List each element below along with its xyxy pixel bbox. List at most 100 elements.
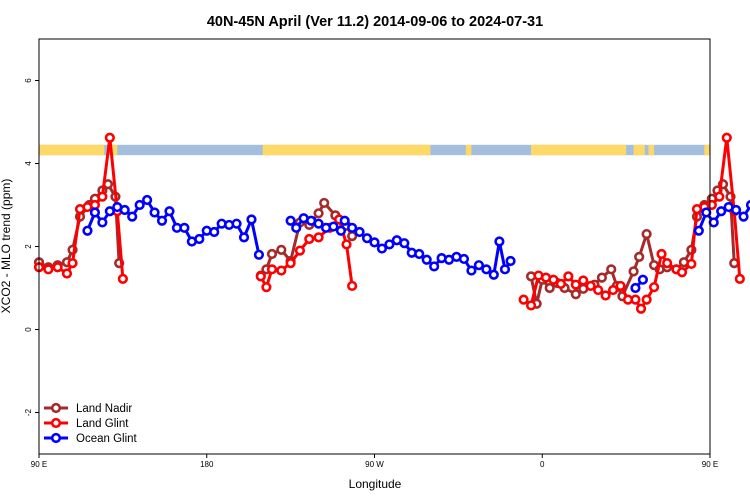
land-glint-point <box>266 264 278 275</box>
land-glint-point <box>714 191 725 202</box>
ocean-glint-point <box>179 222 190 233</box>
land-glint-point <box>656 248 667 260</box>
land-glint-point <box>615 280 626 292</box>
ocean-glint-point <box>246 214 257 225</box>
series-layer <box>33 132 750 314</box>
ocean-glint-point <box>738 211 749 222</box>
ocean-glint-point <box>82 225 93 236</box>
ocean-glint-point <box>291 222 302 233</box>
land-glint-point <box>518 294 529 305</box>
ocean-glint-point <box>429 261 440 272</box>
land-nadir-point <box>266 248 278 260</box>
land-nadir-point <box>641 228 652 240</box>
land-strip-segment <box>39 144 105 156</box>
ocean-glint-point <box>466 265 477 276</box>
legend-label: Land Nadir <box>76 403 132 415</box>
land-glint-point <box>635 303 647 314</box>
ocean-glint-point <box>134 199 145 211</box>
y-axis-label: XCO2 - MLO trend (ppm) <box>0 179 13 314</box>
land-nadir-point <box>319 197 330 209</box>
legend-item-land-nadir: Land Nadir <box>44 402 132 415</box>
land-nadir-point <box>606 264 617 275</box>
land-glint-point <box>313 232 324 243</box>
series-ocean-glint <box>82 194 750 294</box>
land-glint-point <box>525 300 537 311</box>
ocean-glint-point <box>164 206 175 217</box>
ocean-glint-point <box>253 249 265 260</box>
legend-label: Land Glint <box>76 418 129 430</box>
land-glint-point <box>294 245 306 256</box>
land-glint-point <box>593 284 604 296</box>
land-glint-point <box>662 258 673 269</box>
land-nadir-point <box>276 244 287 255</box>
land-strip-segment <box>465 144 472 156</box>
land-nadir-point <box>570 289 581 300</box>
land-glint-point <box>555 278 566 289</box>
land-glint-point <box>261 282 272 293</box>
ocean-glint-point <box>89 207 101 218</box>
land-glint-point <box>255 271 266 282</box>
ocean-glint-point <box>701 207 712 218</box>
ocean-glint-point <box>473 260 484 271</box>
land-strip-segment <box>531 144 627 156</box>
ocean-glint-point <box>716 206 727 217</box>
y-tick-label: 4 <box>24 161 33 166</box>
ocean-glint-point <box>149 207 160 218</box>
ocean-glint-point <box>376 243 388 254</box>
land-glint-point <box>600 290 611 301</box>
ocean-glint-point <box>399 238 410 249</box>
ocean-glint-point <box>708 217 719 228</box>
land-glint-point <box>43 264 54 275</box>
ocean-glint-point <box>285 215 296 226</box>
x-axis-label: Longitude <box>349 477 402 491</box>
ocean-glint-point <box>119 204 130 216</box>
chart-title: 40N-45N April (Ver 11.2) 2014-09-06 to 2… <box>207 14 543 30</box>
land-nadir-point <box>634 251 645 262</box>
ocean-glint-point <box>481 264 492 275</box>
legend-swatch-point <box>50 417 62 429</box>
ocean-glint-point <box>142 194 153 206</box>
ocean-glint-point <box>361 233 373 244</box>
y-tick-label: -2 <box>24 408 33 416</box>
ocean-glint-point <box>238 232 250 243</box>
ocean-glint-point <box>693 225 704 236</box>
land-strip-segment <box>704 144 710 156</box>
land-glint-point <box>607 284 619 296</box>
ocean-glint-point <box>488 269 499 280</box>
land-strip-segment <box>109 144 118 156</box>
y-tick-label: 2 <box>24 244 33 249</box>
x-axis: 90 E 180 90 W 0 90 E <box>31 454 718 469</box>
legend: Land Nadir Land Glint Ocean Glint <box>44 402 138 445</box>
ocean-glint-point <box>347 222 358 233</box>
ocean-glint-point <box>313 218 324 229</box>
ocean-glint-point <box>421 254 432 265</box>
ocean-glint-point <box>505 255 516 267</box>
land-glint-point <box>347 280 358 292</box>
land-glint-point <box>686 258 697 270</box>
y-tick-label: 6 <box>24 78 33 83</box>
land-glint-point <box>548 274 559 285</box>
ocean-glint-point <box>354 226 365 238</box>
ocean-glint-point <box>127 211 138 222</box>
ocean-glint-point <box>499 264 511 275</box>
ocean-glint-point <box>630 282 641 294</box>
x-tick-label: 0 <box>540 460 545 469</box>
ocean-glint-point <box>156 215 168 226</box>
land-glint-point <box>104 132 115 143</box>
legend-item-land-glint: Land Glint <box>44 417 129 430</box>
ocean-glint-point <box>335 225 347 236</box>
ocean-glint-point <box>414 248 425 260</box>
ocean-glint-point <box>339 215 350 226</box>
y-tick-label: 0 <box>24 327 33 332</box>
land-glint-point <box>734 273 745 284</box>
land-strip-segment <box>648 144 655 156</box>
ocean-glint-point <box>97 217 108 228</box>
ocean-glint-point <box>384 239 395 250</box>
land-glint-point <box>117 273 128 284</box>
land-glint-point <box>276 265 287 276</box>
legend-swatch-point <box>50 432 62 444</box>
ocean-glint-point <box>745 200 750 210</box>
x-tick-label: 90 W <box>365 460 384 469</box>
x-tick-label: 180 <box>200 460 214 469</box>
